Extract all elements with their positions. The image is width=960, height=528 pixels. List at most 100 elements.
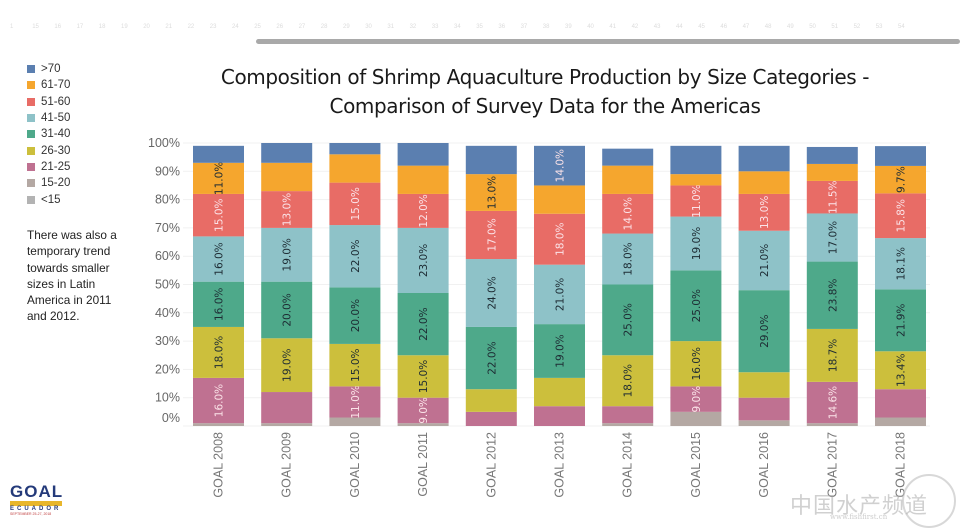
legend-item[interactable]: >70 xyxy=(27,61,70,77)
data-label: 18.7% xyxy=(827,339,839,372)
bar-segment xyxy=(602,406,654,424)
goal-logo: GOAL ECUADOR SEPTEMBER 25-27, 2018 xyxy=(10,483,70,516)
data-label: 13.0% xyxy=(282,193,294,226)
legend-item[interactable]: 26-30 xyxy=(27,142,70,158)
data-label: 13.4% xyxy=(896,354,908,387)
x-tick-label: GOAL 2010 xyxy=(348,432,362,498)
ruler-tick: 48 xyxy=(764,24,772,30)
bar-segment xyxy=(875,165,926,194)
ruler-tick: 27 xyxy=(298,24,306,30)
bar-segment xyxy=(261,281,313,339)
bar-segment xyxy=(806,423,858,426)
legend-label: 26-30 xyxy=(41,144,71,157)
y-tick-label: 80% xyxy=(155,193,180,207)
ruler-tick: 40 xyxy=(587,24,594,30)
ruler-tick: 53 xyxy=(875,24,883,30)
data-label: 18.1% xyxy=(896,247,908,280)
legend-item[interactable]: 15-20 xyxy=(27,175,70,191)
y-tick-label: 10% xyxy=(155,391,180,405)
data-label: 24.0% xyxy=(486,276,498,309)
legend-label: 31-40 xyxy=(41,128,71,141)
data-label: 29.0% xyxy=(759,314,771,347)
bar-segment xyxy=(193,326,244,378)
ruler-tick: 17 xyxy=(76,24,84,30)
watermark-url: www.fishfirst.cn xyxy=(830,513,888,521)
ruler-tick: 19 xyxy=(121,24,128,30)
bar-segment xyxy=(738,193,790,231)
bar-segment xyxy=(193,281,244,327)
legend-label: <15 xyxy=(41,193,61,206)
bar-segment xyxy=(534,324,585,378)
legend-item[interactable]: <15 xyxy=(27,191,70,207)
bar-segment xyxy=(397,227,449,293)
ruler-tick: 32 xyxy=(409,24,417,30)
ruler-tick: 43 xyxy=(653,24,661,30)
bar-segment xyxy=(534,377,585,407)
ruler-tick: 45 xyxy=(698,24,705,30)
y-tick-label: 70% xyxy=(155,221,180,235)
data-label: 21.9% xyxy=(896,304,908,337)
bar-segment xyxy=(602,423,654,426)
logo-goal-text: GOAL xyxy=(10,482,64,501)
legend-item[interactable]: 61-70 xyxy=(27,77,70,93)
ruler-tick: 21 xyxy=(165,24,173,30)
legend-item[interactable]: 41-50 xyxy=(27,110,70,126)
ruler-tick: 44 xyxy=(676,24,683,30)
bar-segment xyxy=(261,162,313,192)
ruler-tick: 29 xyxy=(343,24,350,30)
data-label: 14.0% xyxy=(623,197,635,230)
data-label: 19.0% xyxy=(282,348,294,381)
legend-item[interactable]: 31-40 xyxy=(27,126,70,142)
bar-segment xyxy=(465,259,517,327)
data-label: 22.0% xyxy=(350,240,362,273)
bar-segment xyxy=(670,270,722,342)
ruler-tick: 34 xyxy=(454,24,461,30)
bar-segment xyxy=(738,230,790,291)
bar-segment xyxy=(465,411,517,426)
chart-title-line-1: Composition of Shrimp Aquaculture Produc… xyxy=(220,65,870,89)
bar-segment xyxy=(602,355,654,407)
legend-swatch xyxy=(27,162,35,171)
data-label: 16.0% xyxy=(214,384,226,417)
legend-swatch xyxy=(27,97,35,106)
ruler-tick: 26 xyxy=(276,24,284,30)
bar-segment xyxy=(261,227,313,282)
bar-segment xyxy=(397,292,449,356)
ruler-tick: 20 xyxy=(143,24,150,30)
ruler-tick: 31 xyxy=(387,24,395,30)
legend-label: 51-60 xyxy=(41,95,71,108)
x-tick-label: GOAL 2009 xyxy=(280,432,294,498)
data-label: 9.0% xyxy=(691,386,703,413)
page-ruler: 1 15 16 17 18 19 20 21 22 23 24 25 26 27 28 29 30 31 32 33 3… xyxy=(0,0,960,40)
data-label: 17.0% xyxy=(827,221,839,254)
x-tick-label: GOAL 2016 xyxy=(757,432,771,498)
data-label: 20.0% xyxy=(282,293,294,326)
bar-segment xyxy=(465,326,517,390)
bar-segment xyxy=(397,423,449,426)
legend-item[interactable]: 21-25 xyxy=(27,159,70,175)
data-label: 9.0% xyxy=(418,397,430,424)
ruler-tick: 41 xyxy=(609,24,617,30)
bar-segment xyxy=(534,185,585,214)
bar-segment xyxy=(670,185,722,217)
bar-segment xyxy=(670,145,722,175)
watermark-text: 中国水产频道 xyxy=(790,494,929,519)
data-label: 9.7% xyxy=(896,166,908,193)
bar-segment xyxy=(670,386,722,412)
bar-segment xyxy=(193,236,244,282)
bar-segment xyxy=(806,163,858,181)
data-label: 19.0% xyxy=(691,227,703,260)
data-label: 15.0% xyxy=(418,360,430,393)
horizontal-scrollbar[interactable] xyxy=(256,39,960,44)
ruler-tick: 24 xyxy=(232,24,239,30)
bar-segment xyxy=(465,389,517,412)
legend-label: 41-50 xyxy=(41,112,71,125)
data-label: 17.0% xyxy=(486,218,498,251)
bar-segment xyxy=(397,355,449,398)
data-label: 11.0% xyxy=(214,162,226,195)
data-label: 23.0% xyxy=(418,244,430,277)
bar-segment xyxy=(875,389,926,418)
data-label: 21.0% xyxy=(759,244,771,277)
ruler-tick: 42 xyxy=(631,24,639,30)
legend-item[interactable]: 51-60 xyxy=(27,94,70,110)
